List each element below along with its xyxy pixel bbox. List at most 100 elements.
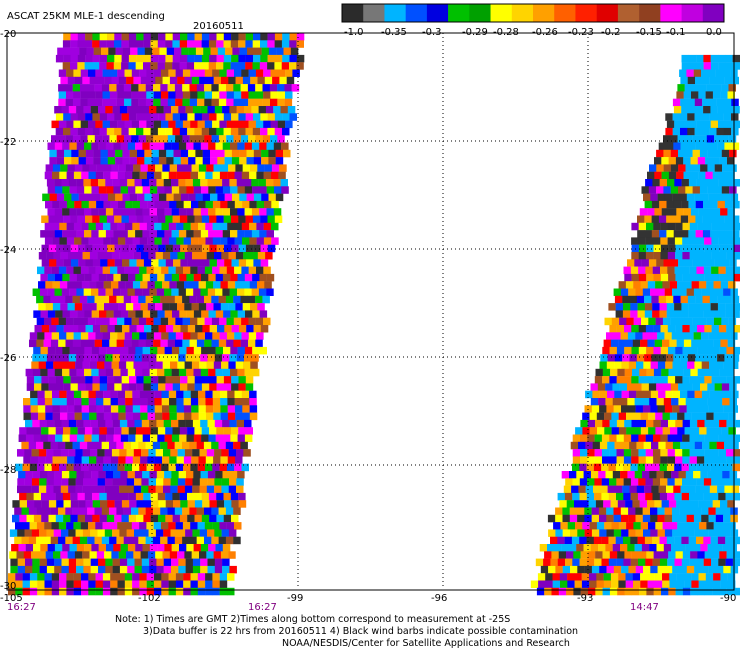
swath-cell [75, 529, 84, 537]
swath-cell [175, 339, 183, 348]
swath-cell [90, 106, 99, 114]
swath-cell [113, 230, 121, 238]
swath-cell [102, 587, 111, 596]
swath-cell [135, 368, 143, 377]
swath-cell [236, 179, 245, 187]
swath-cell [729, 544, 737, 552]
swath-cell [149, 558, 157, 567]
swath-cell [76, 230, 85, 238]
swath-cell [230, 62, 239, 70]
swath-cell [56, 244, 64, 253]
swath-cell [687, 76, 696, 85]
swath-cell [135, 208, 143, 216]
swath-cell [715, 471, 723, 479]
swath-cell [125, 398, 133, 406]
swath-cell [237, 273, 245, 282]
swath-cell [640, 339, 648, 348]
swath-cell [106, 273, 114, 282]
swath-cell [170, 449, 178, 457]
swath-cell [219, 332, 228, 340]
swath-cell [150, 346, 158, 355]
swath-cell [91, 186, 99, 194]
swath-cell [633, 317, 642, 326]
swath-cell [67, 456, 75, 464]
swath-cell [225, 507, 234, 515]
swath-cell [156, 179, 164, 187]
swath-cell [228, 303, 236, 311]
swath-cell [68, 529, 76, 537]
swath-cell [194, 500, 203, 508]
swath-cell [123, 507, 132, 515]
swath-cell [143, 376, 152, 384]
swath-cell [590, 471, 599, 479]
swath-cell [645, 449, 654, 457]
swath-cell [188, 157, 196, 165]
swath-cell [716, 193, 724, 202]
swath-cell [612, 471, 621, 479]
swath-cell [222, 354, 230, 362]
swath-cell [128, 127, 137, 136]
swath-cell [733, 237, 740, 245]
swath-cell [675, 419, 683, 428]
swath-cell [631, 244, 640, 253]
swath-cell [238, 259, 247, 267]
swath-cell [552, 573, 560, 581]
swath-cell [68, 252, 76, 260]
swath-cell [89, 281, 97, 289]
swath-cell [266, 208, 274, 216]
swath-cell [58, 266, 67, 275]
swath-cell [569, 507, 578, 515]
swath-cell [605, 398, 613, 406]
swath-cell [587, 551, 596, 559]
swath-cell [44, 573, 52, 581]
swath-cell [100, 157, 108, 165]
swath-cell [668, 551, 676, 559]
swath-cell [209, 54, 217, 63]
swath-cell [136, 244, 144, 253]
swath-cell [712, 587, 720, 596]
swath-cell [44, 171, 53, 180]
swath-cell [112, 288, 121, 296]
swath-cell [206, 303, 214, 311]
swath-cell [206, 449, 215, 457]
swath-cell [104, 252, 112, 260]
swath-cell [726, 325, 734, 333]
swath-cell [169, 281, 177, 289]
swath-cell [657, 288, 665, 296]
swath-cell [67, 76, 76, 85]
swath-cell [234, 237, 243, 245]
swath-cell [613, 529, 622, 537]
swath-cell [696, 434, 705, 442]
swath-cell [139, 266, 147, 275]
swath-cell [47, 310, 56, 318]
swath-cell [244, 142, 253, 150]
swath-cell [629, 354, 637, 362]
swath-cell [103, 200, 111, 209]
swath-cell [696, 303, 704, 311]
swath-cell [727, 500, 735, 508]
swath-cell [172, 383, 181, 391]
swath-cell [118, 303, 127, 311]
swath-cell [105, 368, 114, 377]
swath-cell [226, 84, 234, 92]
swath-cell [162, 405, 170, 413]
swath-cell [212, 91, 220, 99]
swath-cell [183, 405, 192, 413]
swath-cell [140, 412, 148, 421]
swath-cell [681, 310, 689, 318]
swath-cell [260, 244, 268, 253]
swath-cell [208, 492, 217, 501]
swath-cell [197, 69, 205, 77]
swath-cell [640, 522, 649, 530]
swath-cell [167, 295, 175, 304]
swath-cell [124, 135, 132, 143]
swath-cell [58, 91, 67, 99]
swath-cell [620, 514, 629, 523]
swath-cell [61, 558, 69, 567]
swath-cell [666, 303, 675, 311]
swath-cell [66, 237, 75, 245]
swath-cell [221, 449, 229, 457]
swath-cell [171, 544, 180, 552]
swath-cell [193, 208, 201, 216]
swath-cell [152, 295, 161, 304]
